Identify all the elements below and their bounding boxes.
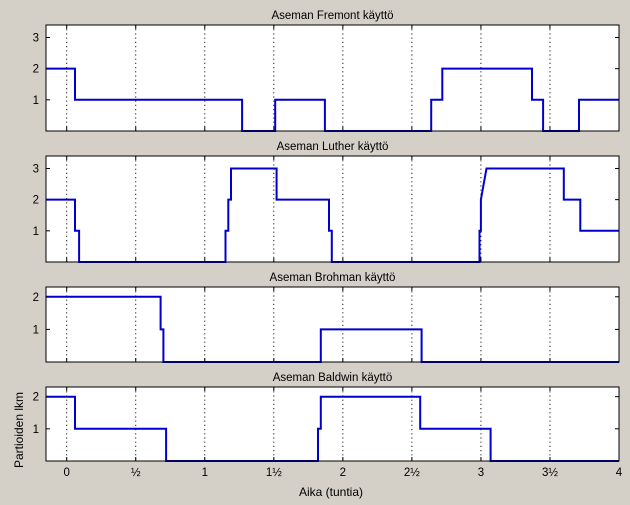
y-tick-label: 2 bbox=[33, 64, 39, 76]
x-tick-label: 1 bbox=[202, 467, 208, 479]
y-tick-label: 2 bbox=[33, 392, 39, 404]
x-tick-label: 3½ bbox=[542, 467, 558, 479]
axes-frame bbox=[45, 155, 620, 263]
y-tick-label: 1 bbox=[33, 324, 39, 336]
subplot-title: Aseman Brohman käyttö bbox=[270, 272, 396, 284]
subplot-1: 1 2 3 Aseman Fremont käyttö bbox=[33, 10, 620, 132]
x-axis-label: Aika (tuntia) bbox=[299, 485, 363, 499]
y-axis-label: Partioiden lkm bbox=[12, 392, 26, 468]
x-tick-label: ½ bbox=[131, 467, 141, 479]
axes-frame bbox=[45, 386, 620, 462]
subplots: 1 2 3 Aseman Fremont käyttö 1 2 3 Aseman Luther… bbox=[33, 10, 623, 479]
y-tick-label: 1 bbox=[33, 226, 39, 238]
axes-background bbox=[46, 387, 619, 461]
subplot-3: 1 2 Aseman Brohman käyttö bbox=[33, 272, 620, 363]
axes-frame bbox=[45, 24, 620, 132]
x-tick-label: 0 bbox=[64, 467, 70, 479]
y-tick-label: 2 bbox=[33, 195, 39, 207]
y-tick-label: 3 bbox=[33, 32, 39, 44]
subplot-title: Aseman Luther käyttö bbox=[277, 141, 389, 153]
y-tick-label: 1 bbox=[33, 424, 39, 436]
y-tick-label: 2 bbox=[33, 292, 39, 304]
axes-frame bbox=[45, 286, 620, 363]
subplot-title: Aseman Baldwin käyttö bbox=[273, 372, 393, 384]
axes-background bbox=[46, 25, 619, 131]
x-tick-label: 1½ bbox=[266, 467, 282, 479]
x-tick-label: 3 bbox=[478, 467, 484, 479]
subplot-4: 0 ½ 1 1½ 2 2½ 3 3½ 4 1 2 Aseman Baldwin käyttö bbox=[33, 372, 623, 479]
axes-background bbox=[46, 287, 619, 362]
x-tick-label: 2½ bbox=[404, 467, 420, 479]
x-tick-label: 2 bbox=[340, 467, 346, 479]
y-tick-label: 3 bbox=[33, 163, 39, 175]
subplot-title: Aseman Fremont käyttö bbox=[271, 10, 393, 22]
series-line bbox=[46, 395, 619, 462]
series-line bbox=[46, 67, 619, 132]
subplot-2: 1 2 3 Aseman Luther käyttö bbox=[33, 141, 620, 263]
x-tick-label: 4 bbox=[616, 467, 623, 479]
y-tick-label: 1 bbox=[33, 95, 39, 107]
